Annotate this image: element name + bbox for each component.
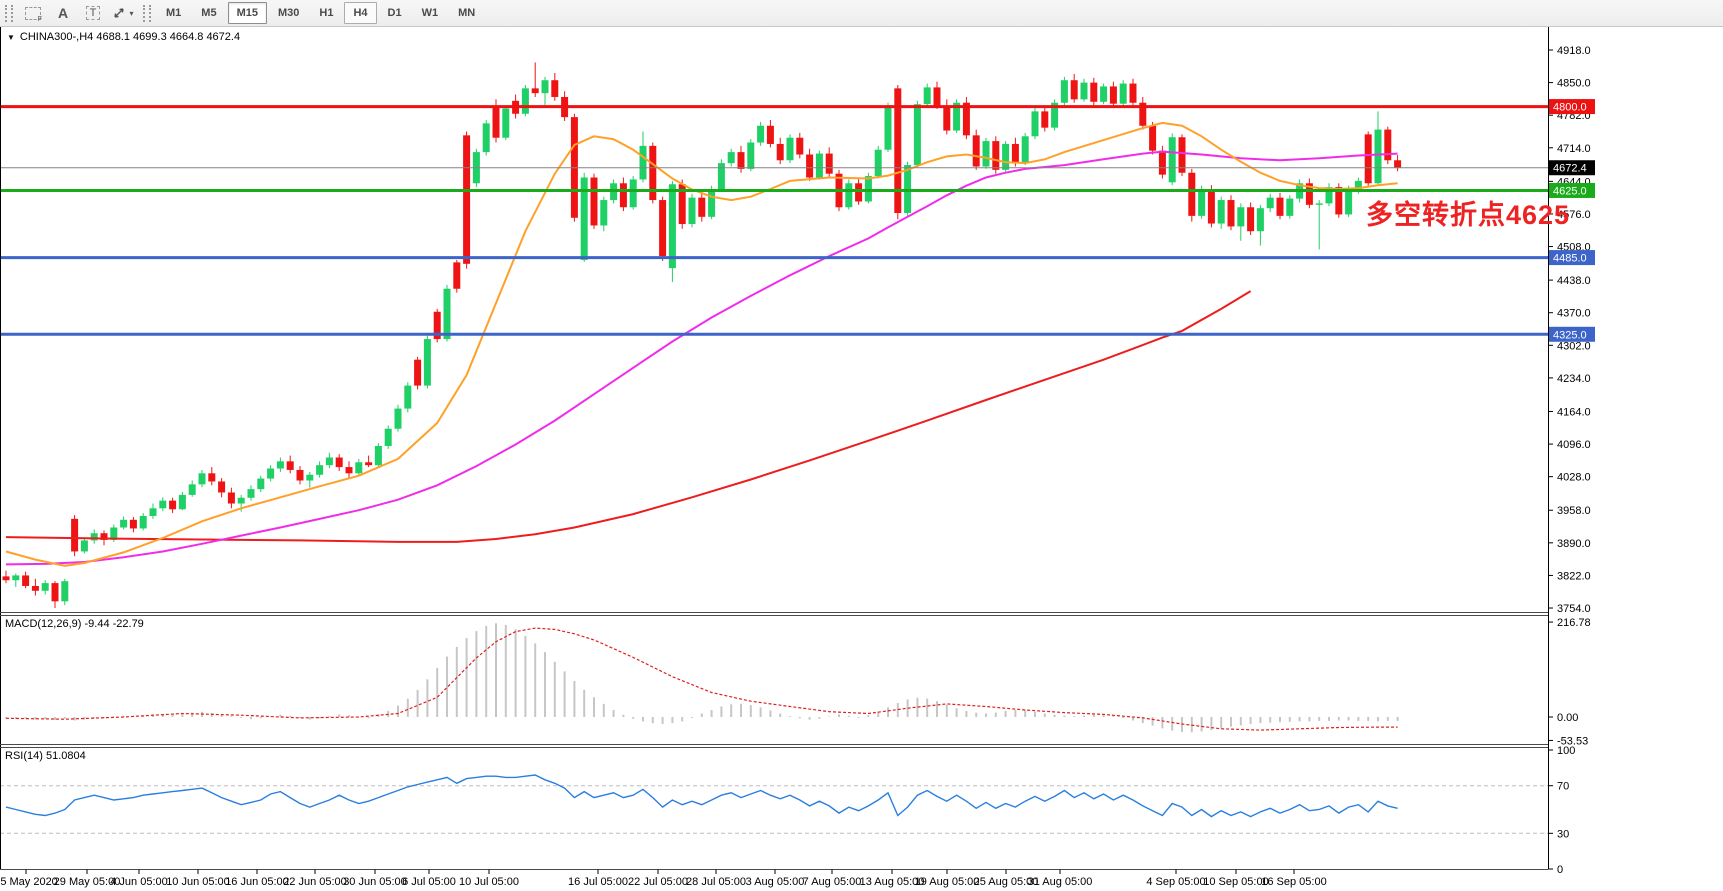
svg-text:3822.0: 3822.0: [1557, 570, 1591, 582]
svg-text:10 Jun 05:00: 10 Jun 05:00: [166, 876, 230, 888]
text-box-button[interactable]: T: [80, 2, 106, 25]
svg-text:31 Aug 05:00: 31 Aug 05:00: [1028, 876, 1093, 888]
svg-text:13 Aug 05:00: 13 Aug 05:00: [860, 876, 925, 888]
svg-text:25 May 2020: 25 May 2020: [0, 876, 58, 888]
svg-text:28 Jul 05:00: 28 Jul 05:00: [686, 876, 746, 888]
svg-text:216.78: 216.78: [1557, 617, 1591, 629]
svg-text:4325.0: 4325.0: [1553, 329, 1587, 341]
svg-text:100: 100: [1557, 745, 1575, 757]
svg-text:4302.0: 4302.0: [1557, 340, 1591, 352]
moving-averages-layer: [5, 121, 1398, 567]
text-label-icon: A: [57, 5, 69, 21]
chart-canvas[interactable]: 4918.04850.04782.04714.04644.04576.04508…: [0, 27, 1723, 891]
toolbar-drag-handle[interactable]: [5, 4, 13, 22]
svg-text:3754.0: 3754.0: [1557, 603, 1591, 615]
timeframe-m30[interactable]: M30: [277, 7, 300, 19]
candles-layer: [2, 62, 1402, 609]
timeframe-d1[interactable]: D1: [387, 7, 402, 19]
timeframe-w1[interactable]: W1: [421, 7, 439, 19]
arrow-tools-button[interactable]: ▾: [110, 2, 136, 25]
chart-window[interactable]: 4918.0 4850.0 4782.0 4714.0 4644.0 4576.0 4508…: [0, 27, 1723, 891]
svg-text:19 Aug 05:00: 19 Aug 05:00: [915, 876, 980, 888]
macd-indicator-label: MACD(12,26,9) -9.44 -22.79: [5, 618, 144, 630]
timeframe-m1[interactable]: M1: [166, 7, 182, 19]
svg-text:29 May 05:00: 29 May 05:00: [54, 876, 121, 888]
svg-text:3890.0: 3890.0: [1557, 538, 1591, 550]
svg-text:4625.0: 4625.0: [1553, 185, 1587, 197]
price-scale: 4918.04850.04782.04714.04644.04576.04508…: [1548, 45, 1595, 615]
rsi-panel-layer: [0, 774, 1548, 834]
svg-text:30 Jun 05:00: 30 Jun 05:00: [343, 876, 407, 888]
svg-text:0.00: 0.00: [1557, 712, 1578, 724]
timeframe-m5[interactable]: M5: [201, 7, 217, 19]
top-toolbar: F A T ▾ M1 M5 M15 M30 H1 H4 D1 W1 MN: [0, 0, 1723, 27]
svg-text:10 Sep 05:00: 10 Sep 05:00: [1203, 876, 1268, 888]
svg-text:4850.0: 4850.0: [1557, 78, 1591, 90]
panel-frames: [0, 27, 1549, 870]
svg-text:7 Aug 05:00: 7 Aug 05:00: [803, 876, 862, 888]
timeframe-m15[interactable]: M15: [227, 2, 267, 24]
timeframe-h4[interactable]: H4: [344, 2, 377, 24]
svg-text:4234.0: 4234.0: [1557, 373, 1591, 385]
svg-text:4672.4: 4672.4: [1553, 163, 1587, 175]
chevron-down-icon: ▾: [129, 8, 134, 18]
svg-text:4800.0: 4800.0: [1553, 102, 1587, 114]
svg-text:30: 30: [1557, 828, 1569, 840]
svg-text:-53.53: -53.53: [1557, 735, 1588, 747]
svg-text:4576.0: 4576.0: [1557, 209, 1591, 221]
svg-text:22 Jul 05:00: 22 Jul 05:00: [628, 876, 688, 888]
svg-text:4028.0: 4028.0: [1557, 472, 1591, 484]
svg-text:16 Jul 05:00: 16 Jul 05:00: [568, 876, 628, 888]
svg-text:4485.0: 4485.0: [1553, 253, 1587, 265]
profile-grid-icon: F: [25, 6, 42, 23]
svg-text:16 Sep 05:00: 16 Sep 05:00: [1261, 876, 1326, 888]
timeframe-mn[interactable]: MN: [458, 7, 476, 19]
timeframe-drag-handle[interactable]: [143, 4, 151, 22]
svg-text:4 Sep 05:00: 4 Sep 05:00: [1146, 876, 1205, 888]
svg-text:4164.0: 4164.0: [1557, 406, 1591, 418]
rsi-indicator-label: RSI(14) 51.0804: [5, 750, 86, 762]
svg-text:25 Aug 05:00: 25 Aug 05:00: [974, 876, 1039, 888]
svg-text:4 Jun 05:00: 4 Jun 05:00: [110, 876, 168, 888]
svg-text:0: 0: [1557, 864, 1563, 876]
svg-text:4918.0: 4918.0: [1557, 45, 1591, 57]
svg-text:22 Jun 05:00: 22 Jun 05:00: [283, 876, 347, 888]
chart-annotation-text: 多空转折点4625: [1366, 200, 1571, 230]
svg-text:4714.0: 4714.0: [1557, 143, 1591, 155]
svg-text:6 Jul 05:00: 6 Jul 05:00: [402, 876, 456, 888]
svg-text:4438.0: 4438.0: [1557, 275, 1591, 287]
svg-text:10 Jul 05:00: 10 Jul 05:00: [459, 876, 519, 888]
arrow-tools-icon: [114, 8, 125, 18]
svg-text:16 Jun 05:00: 16 Jun 05:00: [225, 876, 289, 888]
text-label-button[interactable]: A: [50, 2, 76, 25]
symbol-ohlc-line: ▼ CHINA300-,H4 4688.1 4699.3 4664.8 4672…: [7, 31, 240, 43]
symbol-ohlc-text: CHINA300-,H4 4688.1 4699.3 4664.8 4672.4: [19, 31, 241, 43]
profile-grid-button[interactable]: F: [20, 2, 46, 25]
macd-panel-layer: [5, 623, 1399, 733]
text-box-icon: T: [85, 6, 101, 20]
svg-text:3 Aug 05:00: 3 Aug 05:00: [746, 876, 805, 888]
level-lines-layer: [0, 105, 1548, 336]
svg-text:4096.0: 4096.0: [1557, 439, 1591, 451]
svg-text:4370.0: 4370.0: [1557, 308, 1591, 320]
timeframe-h1[interactable]: H1: [319, 7, 334, 19]
svg-text:3958.0: 3958.0: [1557, 505, 1591, 517]
collapse-triangle-icon[interactable]: ▼: [7, 32, 15, 42]
svg-text:70: 70: [1557, 781, 1569, 793]
